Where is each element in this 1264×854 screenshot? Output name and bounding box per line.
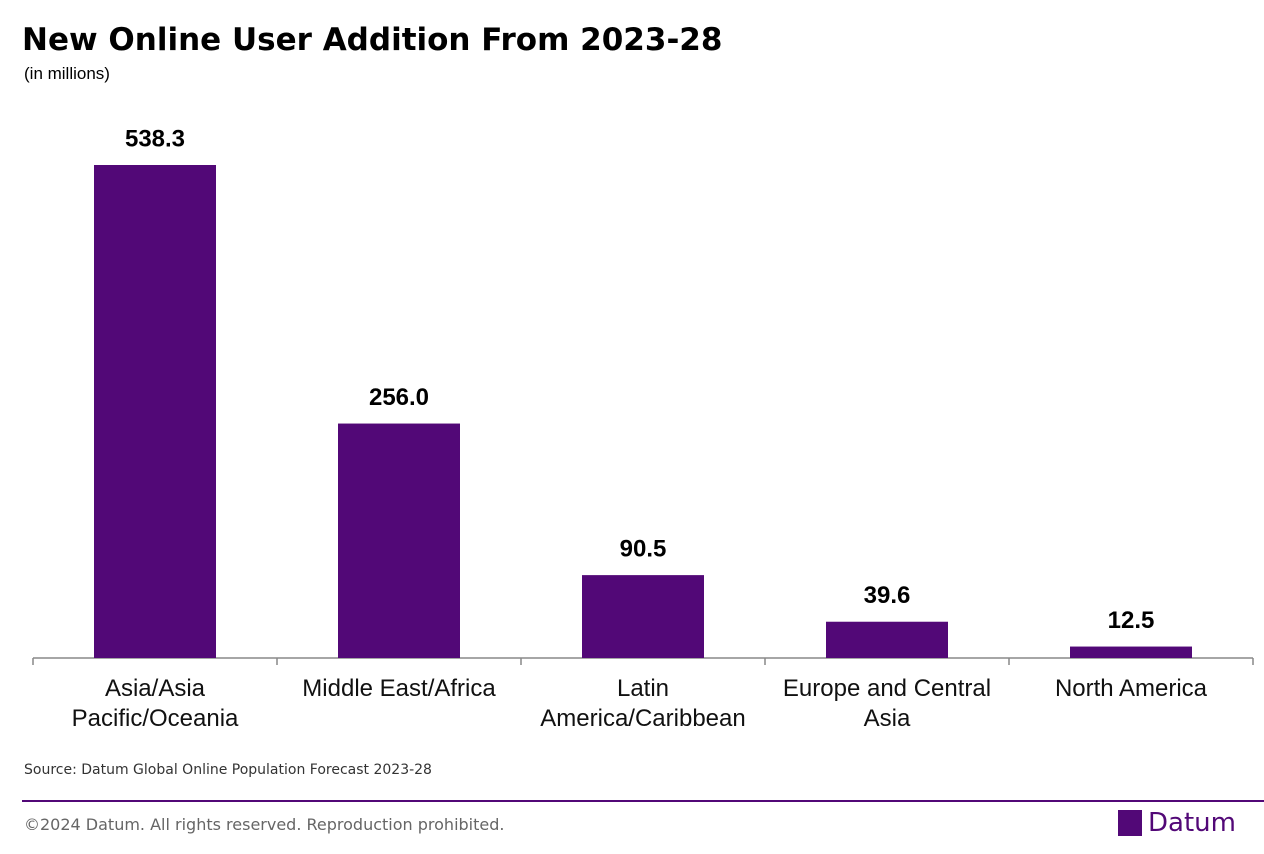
brand: Datum [1118, 808, 1236, 838]
x-tick-label: Asia/Asia Pacific/Oceania [71, 675, 239, 732]
bar [826, 621, 948, 658]
x-tick-label: Middle East/Africa [302, 675, 496, 702]
bar [1070, 646, 1192, 658]
x-tick-label: Europe and Central Asia [782, 675, 992, 732]
value-label: 39.6 [864, 582, 911, 609]
bar [582, 575, 704, 658]
brand-logo [1118, 810, 1142, 836]
brand-name: Datum [1148, 808, 1236, 838]
footer-rule [22, 800, 1264, 802]
value-label: 12.5 [1108, 607, 1155, 634]
bar [338, 423, 460, 658]
value-label: 90.5 [620, 535, 667, 562]
source: Source: Datum Global Online Population F… [24, 762, 432, 778]
bar [94, 165, 216, 658]
x-tick-label: North America [1054, 675, 1208, 702]
copyright: ©2024 Datum. All rights reserved. Reprod… [24, 815, 505, 834]
chart-subtitle: (in millions) [24, 64, 110, 83]
value-label: 538.3 [125, 125, 185, 152]
chart-title: New Online User Addition From 2023-28 [22, 22, 723, 58]
x-tick-label: Latin America/Caribbean [540, 675, 746, 732]
value-label: 256.0 [369, 384, 429, 411]
